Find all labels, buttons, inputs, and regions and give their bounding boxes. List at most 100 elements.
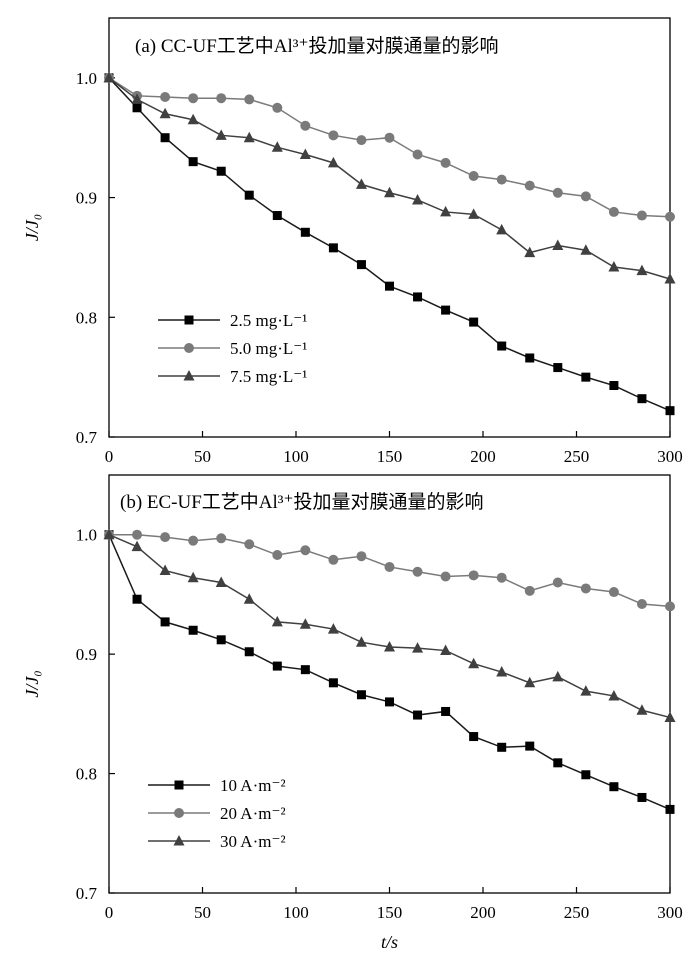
legend-label: 5.0 mg·L⁻¹ bbox=[230, 339, 307, 358]
data-point bbox=[131, 93, 143, 104]
data-point bbox=[272, 550, 283, 561]
data-point bbox=[440, 571, 451, 582]
data-point bbox=[243, 593, 255, 604]
data-point bbox=[384, 561, 395, 572]
data-point bbox=[355, 636, 367, 647]
series-2 bbox=[104, 529, 675, 612]
data-point bbox=[244, 94, 255, 105]
x-tick-label: 200 bbox=[470, 903, 496, 922]
data-point bbox=[244, 647, 254, 657]
data-point bbox=[468, 171, 479, 182]
data-point bbox=[580, 685, 592, 696]
data-point bbox=[160, 92, 171, 103]
data-point bbox=[664, 711, 676, 722]
data-point bbox=[525, 353, 535, 363]
data-point bbox=[552, 239, 564, 250]
x-tick-label: 300 bbox=[657, 903, 683, 922]
data-point bbox=[244, 539, 255, 550]
x-tick-label: 0 bbox=[105, 447, 114, 466]
data-point bbox=[553, 363, 563, 373]
series-3 bbox=[103, 528, 676, 722]
chart-panel-2: 0 50 100 150 200 250 300 0.7 0.8 0.9 1.0 J/J₀ t/s (b)… bbox=[22, 474, 683, 952]
data-point bbox=[665, 211, 675, 222]
data-point bbox=[665, 406, 675, 416]
data-point bbox=[243, 131, 255, 143]
data-point bbox=[609, 381, 619, 391]
data-point bbox=[581, 372, 591, 382]
data-point bbox=[356, 135, 367, 146]
data-point bbox=[412, 642, 424, 653]
data-point bbox=[328, 130, 339, 141]
legend-label: 20 A·m⁻² bbox=[220, 804, 286, 823]
data-point bbox=[384, 132, 395, 143]
data-point bbox=[187, 113, 199, 125]
data-point bbox=[580, 191, 591, 202]
data-point bbox=[132, 594, 142, 604]
y-axis-label: J/J₀ bbox=[22, 214, 42, 241]
data-point bbox=[665, 804, 675, 814]
data-point bbox=[271, 615, 283, 627]
data-point bbox=[160, 532, 171, 543]
data-point bbox=[552, 187, 563, 198]
legend-marker bbox=[174, 780, 184, 790]
series-3 bbox=[103, 71, 676, 284]
x-axis-label: t/s bbox=[381, 932, 398, 952]
data-point bbox=[524, 246, 536, 258]
data-point bbox=[496, 666, 508, 677]
data-point bbox=[300, 545, 311, 556]
y-tick-label: 0.7 bbox=[76, 428, 98, 447]
data-point bbox=[468, 657, 480, 669]
data-point bbox=[469, 732, 479, 742]
chart-title: (a) CC-UF工艺中Al³⁺投加量对膜通量的影响 bbox=[135, 35, 499, 57]
data-point bbox=[580, 244, 592, 255]
data-point bbox=[187, 571, 199, 583]
data-point bbox=[384, 186, 395, 198]
data-point bbox=[356, 260, 366, 270]
data-point bbox=[580, 583, 591, 594]
data-point bbox=[496, 174, 507, 185]
y-tick-label: 1.0 bbox=[76, 69, 97, 88]
data-point bbox=[469, 317, 479, 327]
data-point bbox=[132, 103, 142, 113]
x-tick-label: 100 bbox=[283, 447, 309, 466]
series-1 bbox=[104, 73, 675, 416]
x-tick-label: 100 bbox=[283, 903, 309, 922]
data-point bbox=[272, 211, 282, 221]
chart-title: (b) EC-UF工艺中Al³⁺投加量对膜通量的影响 bbox=[120, 491, 484, 513]
data-point bbox=[637, 394, 647, 404]
data-point bbox=[384, 640, 395, 652]
data-point bbox=[468, 570, 479, 581]
data-point bbox=[328, 243, 338, 253]
data-point bbox=[413, 710, 423, 720]
data-point bbox=[524, 585, 535, 596]
legend-item: 10 A·m⁻² bbox=[148, 776, 286, 795]
legend-label: 30 A·m⁻² bbox=[220, 832, 286, 851]
data-point bbox=[468, 208, 480, 219]
data-point bbox=[271, 141, 283, 152]
data-point bbox=[440, 644, 452, 656]
series-2 bbox=[104, 72, 675, 222]
legend-marker bbox=[183, 370, 195, 381]
data-point bbox=[552, 577, 563, 588]
chart-panel-1: 0 50 100 150 200 250 300 0.7 0.8 0.9 1.0 J/J₀ (a) CC… bbox=[22, 17, 683, 466]
y-tick-label: 0.8 bbox=[76, 765, 97, 784]
data-point bbox=[132, 529, 143, 540]
data-point bbox=[524, 180, 535, 191]
data-point bbox=[103, 528, 115, 540]
legend-marker bbox=[184, 343, 194, 353]
data-point bbox=[327, 623, 339, 634]
data-point bbox=[328, 678, 338, 688]
data-point bbox=[216, 533, 227, 544]
data-point bbox=[636, 264, 648, 276]
data-point bbox=[524, 676, 536, 688]
data-point bbox=[581, 770, 591, 780]
data-point bbox=[440, 157, 451, 168]
data-point bbox=[356, 551, 367, 562]
y-tick-label: 0.9 bbox=[76, 645, 97, 664]
data-point bbox=[300, 665, 310, 675]
data-point bbox=[131, 540, 143, 552]
data-point bbox=[664, 272, 676, 284]
data-point bbox=[188, 535, 199, 546]
